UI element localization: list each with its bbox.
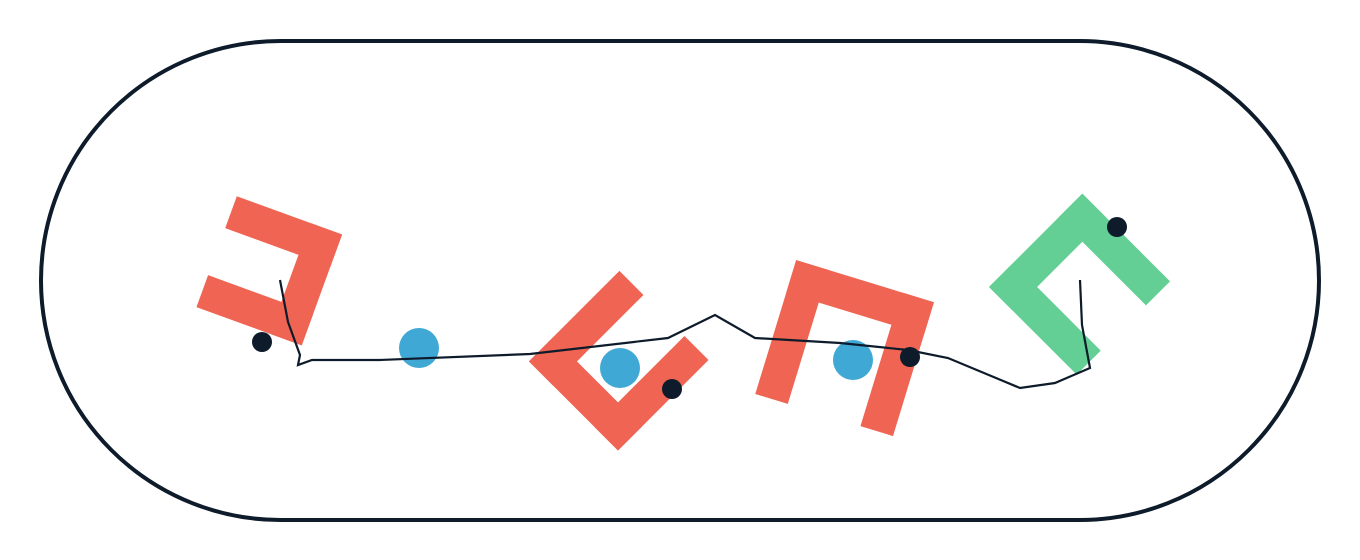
black-dot-icon	[900, 347, 920, 367]
bracket-shape-1[interactable]	[196, 196, 343, 346]
blue-circle-icon	[399, 328, 439, 368]
bracket-shape-2[interactable]	[528, 270, 709, 451]
path-line	[278, 279, 1092, 390]
bracket-shape-3[interactable]	[755, 260, 934, 437]
bracket-shape-active[interactable]	[989, 193, 1171, 375]
black-dot-icon	[662, 379, 682, 399]
stadium-boundary-icon	[39, 39, 1321, 522]
blue-circle-icon	[600, 348, 640, 388]
blue-circle-icon	[833, 340, 873, 380]
black-dot-icon	[252, 332, 272, 352]
black-dot-icon	[1107, 217, 1127, 237]
